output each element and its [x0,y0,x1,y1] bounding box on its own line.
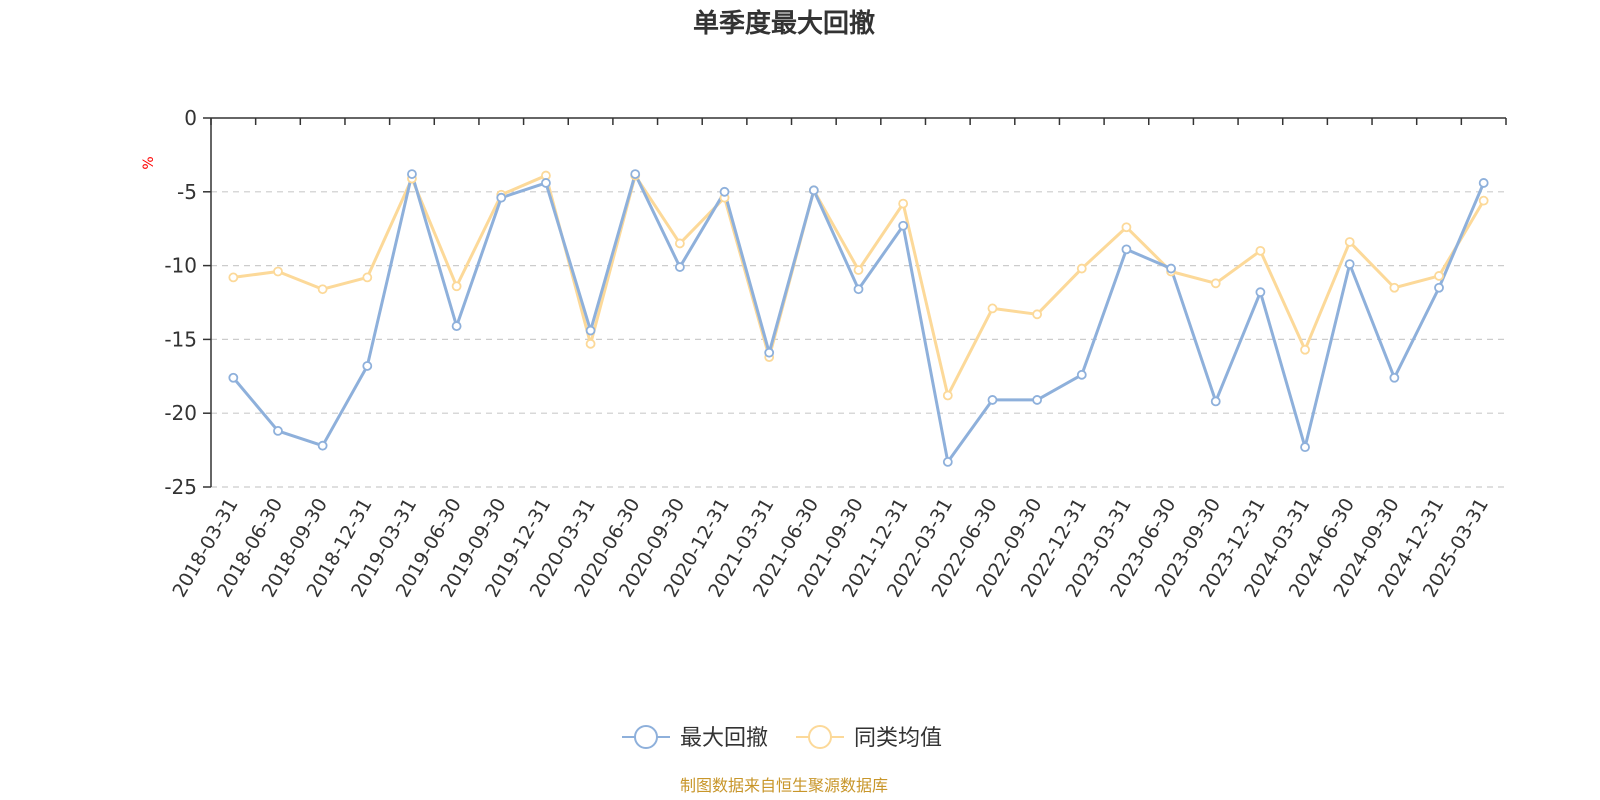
data-point-series-2[interactable] [362,272,373,283]
data-point-series-1[interactable] [1344,259,1355,270]
data-point-series-2[interactable] [1344,237,1355,247]
data-point-series-1[interactable] [1076,369,1087,380]
data-point-series-2[interactable] [228,272,239,283]
data-point-series-1[interactable] [362,361,373,371]
data-point-series-1[interactable] [496,192,507,203]
data-point-series-1[interactable] [228,372,239,383]
data-point-series-1[interactable] [273,426,283,436]
data-point-series-2[interactable] [1434,271,1444,281]
legend-label[interactable]: 同类均值 [854,726,942,751]
legend-label[interactable]: 最大回撤 [680,726,768,751]
data-point-series-1[interactable] [1032,395,1043,405]
data-point-series-2[interactable] [853,265,864,275]
data-point-series-2[interactable] [451,281,462,292]
data-point-series-2[interactable] [1478,195,1489,206]
legend[interactable]: 最大回撤 同类均值 [622,725,942,751]
data-point-series-1[interactable] [1434,282,1444,293]
data-point-series-2[interactable] [1076,263,1087,274]
data-point-series-2[interactable] [1210,278,1221,289]
data-point-series-1[interactable] [942,457,953,467]
y-tick-label: -25 [164,475,197,499]
data-point-series-1[interactable] [1121,244,1132,255]
series-line-1 [232,172,1486,464]
data-point-series-1[interactable] [630,169,641,179]
data-point-series-2[interactable] [898,198,909,209]
data-point-series-2[interactable] [1255,245,1266,256]
data-point-series-1[interactable] [585,325,596,336]
data-point-series-1[interactable] [1389,372,1400,383]
data-point-series-1[interactable] [898,220,909,231]
legend-marker-circle[interactable] [808,725,832,749]
data-point-series-2[interactable] [1300,344,1310,355]
data-point-series-1[interactable] [1255,287,1266,298]
data-point-series-1[interactable] [987,395,998,405]
grid-lines [211,191,1506,488]
data-point-series-1[interactable] [853,284,864,295]
y-tick-label: 0 [184,106,197,130]
data-point-series-1[interactable] [674,262,685,272]
data-point-series-1[interactable] [541,178,551,188]
chart-title: 单季度最大回撤 [693,8,875,39]
y-tick-label: -5 [177,180,197,204]
y-tick-label: -15 [164,327,197,351]
data-point-series-1[interactable] [808,185,819,196]
data-point-series-1[interactable] [719,186,730,197]
data-point-series-2[interactable] [987,303,998,314]
y-unit-label: % [141,156,157,169]
data-point-series-2[interactable] [317,284,328,295]
data-point-series-2[interactable] [674,238,685,249]
data-point-series-2[interactable] [585,338,596,349]
data-point-series-2[interactable] [1389,282,1400,293]
data-point-series-2[interactable] [942,390,953,401]
data-point-series-1[interactable] [764,347,775,358]
data-point-series-2[interactable] [1121,222,1132,233]
data-point-series-1[interactable] [1166,263,1176,274]
data-point-series-2[interactable] [273,266,283,277]
series-lines [228,169,1489,467]
source-note: 制图数据来自恒生聚源数据库 [680,776,888,795]
data-point-series-1[interactable] [1210,396,1221,407]
y-tick-label: -10 [164,254,197,278]
data-point-series-1[interactable] [1478,178,1489,188]
data-point-series-2[interactable] [1032,309,1043,320]
data-point-series-1[interactable] [1300,442,1310,453]
data-point-series-1[interactable] [317,440,328,451]
legend-marker-circle[interactable] [634,725,658,749]
data-point-series-1[interactable] [407,169,417,179]
y-tick-label: -20 [164,401,197,425]
data-point-series-1[interactable] [451,321,462,332]
